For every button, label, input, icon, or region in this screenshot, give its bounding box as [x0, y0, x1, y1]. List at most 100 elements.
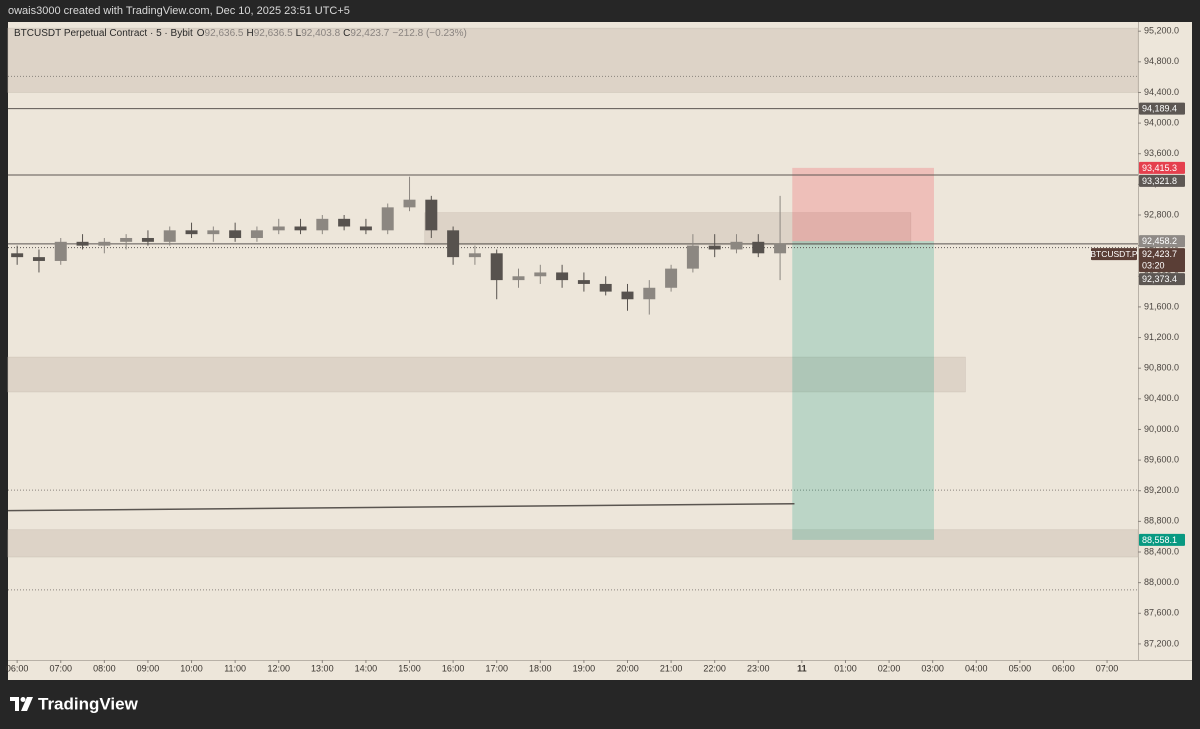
candle-body — [665, 268, 678, 288]
candle-body — [577, 280, 590, 284]
brand-logo — [10, 697, 33, 711]
candle-body — [403, 199, 416, 208]
x-tick-label: 06:00 — [6, 663, 29, 673]
x-tick-label: 16:00 — [442, 663, 465, 673]
candle-body — [11, 253, 24, 258]
candle-body — [490, 253, 503, 281]
candle-body — [207, 230, 220, 235]
y-tick-label: 94,000.0 — [1144, 117, 1179, 127]
chart-area — [8, 22, 1192, 680]
x-tick-label: 11 — [797, 663, 807, 673]
y-tick-label: 87,600.0 — [1144, 608, 1179, 618]
y-tick-label: 88,400.0 — [1144, 546, 1179, 556]
x-tick-label: 21:00 — [660, 663, 683, 673]
candle-body — [556, 272, 569, 281]
price-label-box — [1139, 102, 1185, 115]
x-tick-label: 07:00 — [1096, 663, 1119, 673]
x-tick-label: 07:00 — [49, 663, 72, 673]
readout-value: 92,423.7 — [350, 28, 389, 39]
plot: BTCUSDT Perpetual Contract · 5 · Bybit O9… — [6, 26, 1185, 673]
readout-value: 92,403.8 — [301, 28, 340, 39]
symbol-title: BTCUSDT Perpetual Contract · 5 · Bybit — [14, 28, 193, 39]
readout-value: 92,636.5 — [205, 28, 244, 39]
candle-body — [534, 272, 547, 277]
zone — [7, 529, 1139, 558]
candle-body — [621, 291, 634, 300]
position-risk — [792, 167, 934, 242]
zone — [7, 27, 1139, 93]
candle-body — [141, 237, 154, 242]
candle-body — [229, 230, 242, 238]
candle-body — [730, 241, 743, 250]
candle-body — [54, 241, 67, 261]
logo-slash — [21, 697, 33, 711]
price-label: 93,415.3 — [1142, 163, 1177, 173]
y-tick-label: 92,800.0 — [1144, 209, 1179, 219]
x-tick-label: 09:00 — [137, 663, 160, 673]
y-tick-label: 94,400.0 — [1144, 87, 1179, 97]
candle-body — [316, 218, 329, 231]
brand-name: TradingView — [38, 694, 139, 713]
candle-body — [643, 287, 656, 300]
price-label: 92,423.7 — [1142, 249, 1177, 259]
x-tick-label: 19:00 — [573, 663, 596, 673]
x-tick-label: 01:00 — [834, 663, 857, 673]
price-label-box — [1139, 161, 1185, 174]
y-tick-label: 87,200.0 — [1144, 638, 1179, 648]
y-tick-label: 94,800.0 — [1144, 56, 1179, 66]
price-label: 88,558.1 — [1142, 535, 1177, 545]
logo-dot — [20, 697, 26, 702]
candle-body — [447, 230, 460, 258]
readout-key: C — [343, 28, 350, 39]
candle-body — [425, 199, 438, 231]
x-tick-label: 14:00 — [355, 663, 378, 673]
y-tick-label: 88,000.0 — [1144, 577, 1179, 587]
x-tick-label: 12:00 — [267, 663, 290, 673]
x-tick-label: 04:00 — [965, 663, 988, 673]
candle-body — [163, 230, 176, 242]
candle-body — [599, 283, 612, 292]
candle-body — [686, 245, 699, 269]
candle-body — [76, 241, 89, 246]
candle-body — [381, 207, 394, 231]
symbol-tag: BTCUSDT.P — [1090, 249, 1138, 259]
y-tick-label: 91,200.0 — [1144, 332, 1179, 342]
readout-change: −212.8 (−0.23%) — [392, 28, 467, 39]
price-label: 92,458.2 — [1142, 236, 1177, 246]
x-tick-label: 03:00 — [921, 663, 944, 673]
x-tick-label: 10:00 — [180, 663, 203, 673]
candle-body — [272, 226, 285, 231]
x-tick-label: 06:00 — [1052, 663, 1075, 673]
price-label-box — [1139, 174, 1185, 187]
price-label-box — [1139, 533, 1185, 546]
logo-mark — [10, 697, 19, 711]
readout-key: L — [296, 28, 302, 39]
price-label-box — [1139, 273, 1185, 286]
y-tick-label: 89,600.0 — [1144, 454, 1179, 464]
y-tick-label: 91,600.0 — [1144, 301, 1179, 311]
readout-key: O — [197, 28, 205, 39]
chart-title: BTCUSDT Perpetual Contract · 5 · Bybit O9… — [14, 28, 467, 39]
zone — [424, 212, 912, 246]
x-tick-label: 08:00 — [93, 663, 116, 673]
candle-body — [294, 226, 307, 231]
y-tick-label: 95,200.0 — [1144, 26, 1179, 36]
candle-body — [250, 230, 263, 238]
x-tick-label: 02:00 — [878, 663, 901, 673]
zone — [7, 356, 966, 393]
x-tick-label: 17:00 — [485, 663, 508, 673]
price-label: 92,373.4 — [1142, 274, 1177, 284]
price-label-box — [1139, 235, 1185, 248]
candle-body — [359, 226, 372, 231]
y-tick-label: 90,400.0 — [1144, 393, 1179, 403]
readout-value: 92,636.5 — [254, 28, 293, 39]
candle-body — [752, 241, 765, 254]
price-label: 93,321.8 — [1142, 176, 1177, 186]
x-tick-label: 15:00 — [398, 663, 421, 673]
y-tick-label: 93,600.0 — [1144, 148, 1179, 158]
x-tick-label: 18:00 — [529, 663, 552, 673]
x-tick-label: 11:00 — [224, 663, 246, 673]
candle-body — [98, 241, 111, 246]
y-tick-label: 89,200.0 — [1144, 485, 1179, 495]
